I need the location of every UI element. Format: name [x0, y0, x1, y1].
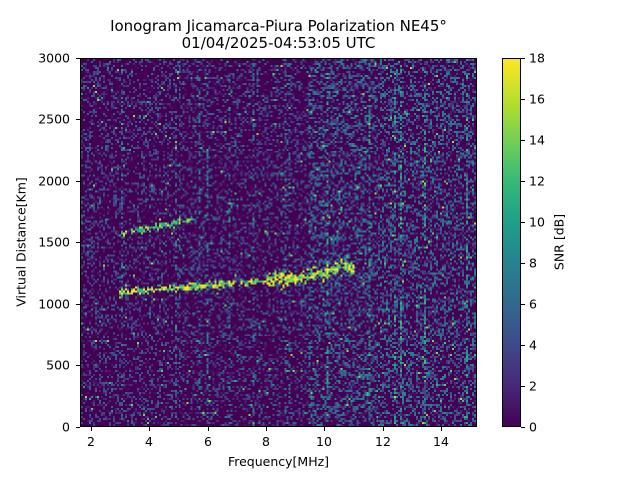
x-tick-label: 6 [204, 434, 212, 449]
y-tick-label: 500 [46, 357, 70, 373]
chart-subtitle-timestamp: 01/04/2025-04:53:05 UTC [181, 34, 376, 52]
y-tick [76, 58, 80, 59]
x-tick [441, 427, 442, 431]
colorbar-tick-label: 4 [529, 337, 537, 353]
colorbar-tick [521, 181, 525, 182]
x-tick-label: 4 [145, 434, 153, 449]
colorbar-tick [521, 140, 525, 141]
colorbar-tick-label: 18 [529, 50, 545, 66]
x-tick [383, 427, 384, 431]
x-tick-label: 10 [316, 434, 332, 449]
y-axis-title: Virtual Distance[Km] [13, 177, 29, 307]
colorbar-title: SNR [dB] [551, 213, 567, 271]
x-tick-label: 12 [375, 434, 391, 449]
colorbar-tick-label: 16 [529, 91, 545, 107]
y-tick [76, 181, 80, 182]
colorbar-tick [521, 99, 525, 100]
y-tick-label: 2000 [38, 173, 70, 189]
colorbar-tick [521, 386, 525, 387]
colorbar [502, 58, 521, 427]
colorbar-tick-label: 14 [529, 132, 545, 148]
y-tick-label: 1500 [38, 234, 70, 250]
colorbar-tick [521, 263, 525, 264]
x-tick-label: 2 [87, 434, 95, 449]
snr-heatmap [81, 59, 476, 426]
x-axis-title: Frequency[MHz] [227, 454, 330, 469]
y-tick-label: 0 [62, 419, 70, 435]
x-tick [324, 427, 325, 431]
colorbar-tick [521, 58, 525, 59]
x-tick [208, 427, 209, 431]
y-tick [76, 119, 80, 120]
y-tick [76, 365, 80, 366]
x-tick [266, 427, 267, 431]
ionogram-plot-area [80, 58, 477, 427]
x-tick [149, 427, 150, 431]
colorbar-tick-label: 8 [529, 255, 537, 271]
colorbar-tick-label: 10 [529, 214, 545, 230]
colorbar-tick-label: 2 [529, 378, 537, 394]
colorbar-tick-label: 6 [529, 296, 537, 312]
colorbar-tick [521, 427, 525, 428]
y-tick [76, 242, 80, 243]
x-tick-label: 8 [262, 434, 270, 449]
colorbar-tick [521, 345, 525, 346]
x-tick-label: 14 [433, 434, 449, 449]
x-tick [91, 427, 92, 431]
y-tick-label: 1000 [38, 296, 70, 312]
y-tick [76, 427, 80, 428]
colorbar-tick-label: 0 [529, 419, 537, 435]
y-tick [76, 304, 80, 305]
y-tick-label: 3000 [38, 50, 70, 66]
colorbar-tick [521, 222, 525, 223]
y-tick-label: 2500 [38, 111, 70, 127]
colorbar-tick-label: 12 [529, 173, 545, 189]
colorbar-tick [521, 304, 525, 305]
chart-title: Ionogram Jicamarca-Piura Polarization NE… [110, 17, 447, 35]
